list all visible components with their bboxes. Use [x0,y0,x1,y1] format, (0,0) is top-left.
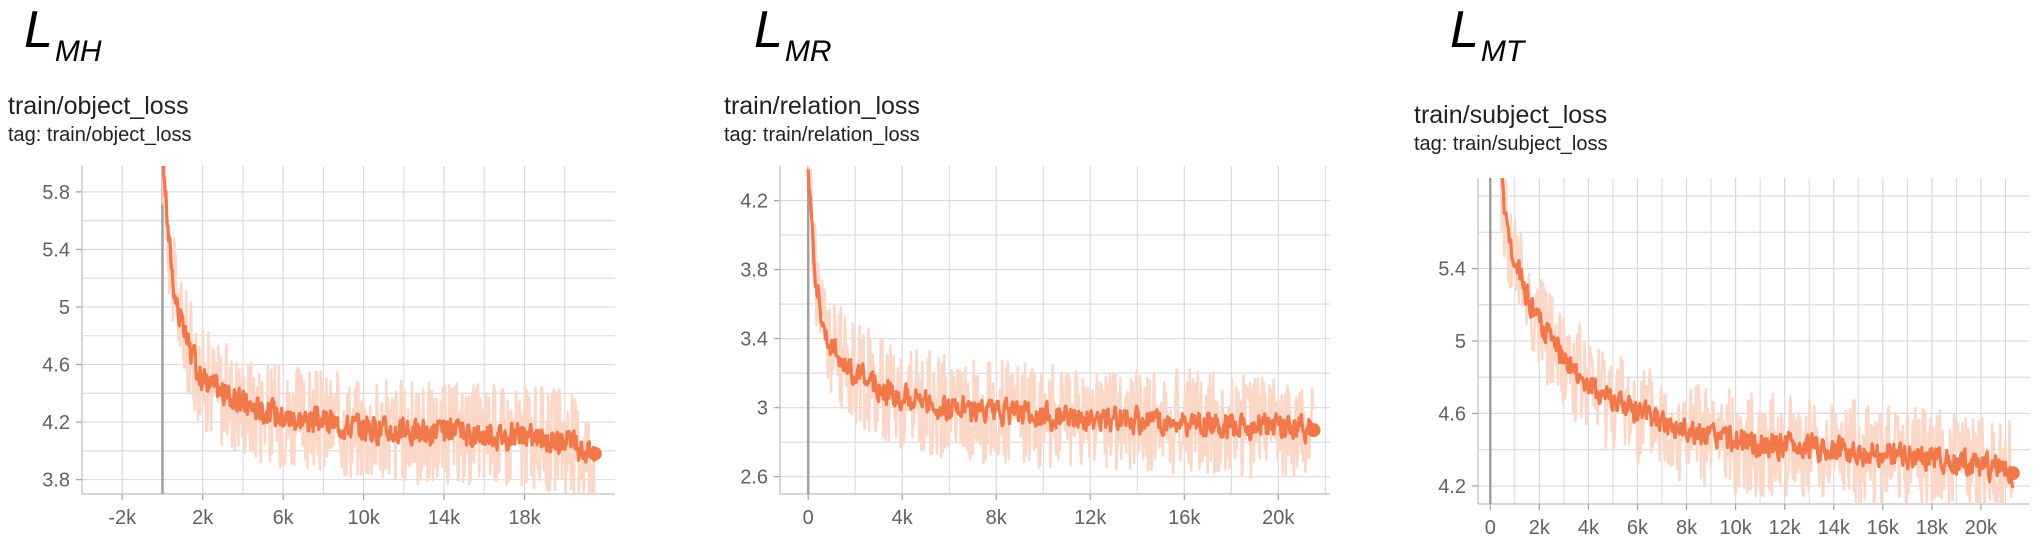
smoothed-series-line [1500,178,2015,489]
subject-loss-chart: 0 2k 4k 6k 8k 10k 12k 14k 16k 18k 20k 4.2 4.6 5 5.4 [1438,178,2030,539]
y-tick-label: 4.2 [42,412,70,434]
chart-panel-subject-loss: LMT train/subject_loss tag: train/subjec… [1400,0,2040,550]
chart-tag: tag: train/object_loss [8,124,192,146]
loss-symbol-subscript: MR [784,35,832,68]
chart-panel-object-loss: LMH train/object_loss tag: train/object_… [0,0,640,550]
chart-title: train/relation_loss [724,92,920,120]
x-tick-label: 4k [1578,517,1600,539]
x-tick-label: 18k [1916,517,1949,539]
y-tick-label: 2.6 [740,467,768,489]
loss-symbol-letter: L [1450,1,1479,59]
x-tick-label: 6k [273,507,295,529]
chart-title: train/subject_loss [1414,101,1608,129]
y-tick-label: 5 [1455,331,1466,353]
loss-symbol: LMH [24,1,102,67]
x-tick-label: -2k [108,507,137,529]
x-tick-label: 10k [347,507,380,529]
loss-symbol-subscript: MH [54,35,102,68]
y-tick-label: 4.6 [1438,403,1466,425]
smoothed-series-line [806,169,1316,445]
series-end-marker [1306,423,1321,438]
chart-tag: tag: train/subject_loss [1414,133,1608,155]
x-tick-label: 8k [986,507,1008,529]
x-tick-label: 2k [1529,517,1551,539]
loss-symbol: LMR [754,1,832,67]
relation-loss-chart: 0 4k 8k 12k 16k 20k 2.6 3 3.4 3.8 4.2 [740,166,1330,529]
smoothed-series-line [161,166,597,464]
y-tick-label: 5 [59,297,70,319]
x-tick-label: 0 [1485,517,1496,539]
chart-title: train/object_loss [8,92,189,120]
y-tick-label: 5.4 [42,239,70,261]
x-tick-label: 8k [1676,517,1698,539]
x-tick-label: 18k [508,507,541,529]
y-tick-label: 5.4 [1438,259,1466,281]
x-tick-label: 6k [1627,517,1649,539]
loss-symbol-letter: L [754,1,783,59]
x-tick-label: 20k [1262,507,1295,529]
y-tick-label: 3.8 [740,260,768,282]
y-tick-label: 3 [757,398,768,420]
x-tick-label: 10k [1719,517,1752,539]
y-tick-label: 3.8 [42,470,70,492]
x-tick-label: 4k [892,507,914,529]
chart-tag: tag: train/relation_loss [724,124,920,146]
object-loss-chart: -2k 2k 6k 10k 14k 18k 3.8 4.2 4.6 5 5.4 5.8 [42,166,615,529]
x-tick-label: 14k [1818,517,1851,539]
series-end-marker [2005,466,2020,481]
y-tick-label: 3.4 [740,329,768,351]
series-end-marker [587,446,602,461]
x-tick-label: 2k [192,507,214,529]
y-tick-label: 4.6 [42,355,70,377]
x-tick-label: 12k [1769,517,1802,539]
y-tick-label: 4.2 [1438,476,1466,498]
x-tick-label: 14k [428,507,461,529]
x-tick-label: 12k [1074,507,1107,529]
loss-symbol-subscript: MT [1480,35,1525,68]
x-tick-label: 0 [803,507,814,529]
loss-symbol: LMT [1450,1,1524,67]
x-tick-label: 16k [1168,507,1201,529]
x-tick-label: 20k [1965,517,1998,539]
chart-panel-relation-loss: LMR train/relation_loss tag: train/relat… [700,0,1340,550]
y-tick-label: 5.8 [42,182,70,204]
x-tick-label: 16k [1867,517,1900,539]
y-tick-label: 4.2 [740,191,768,213]
loss-symbol-letter: L [24,1,53,59]
